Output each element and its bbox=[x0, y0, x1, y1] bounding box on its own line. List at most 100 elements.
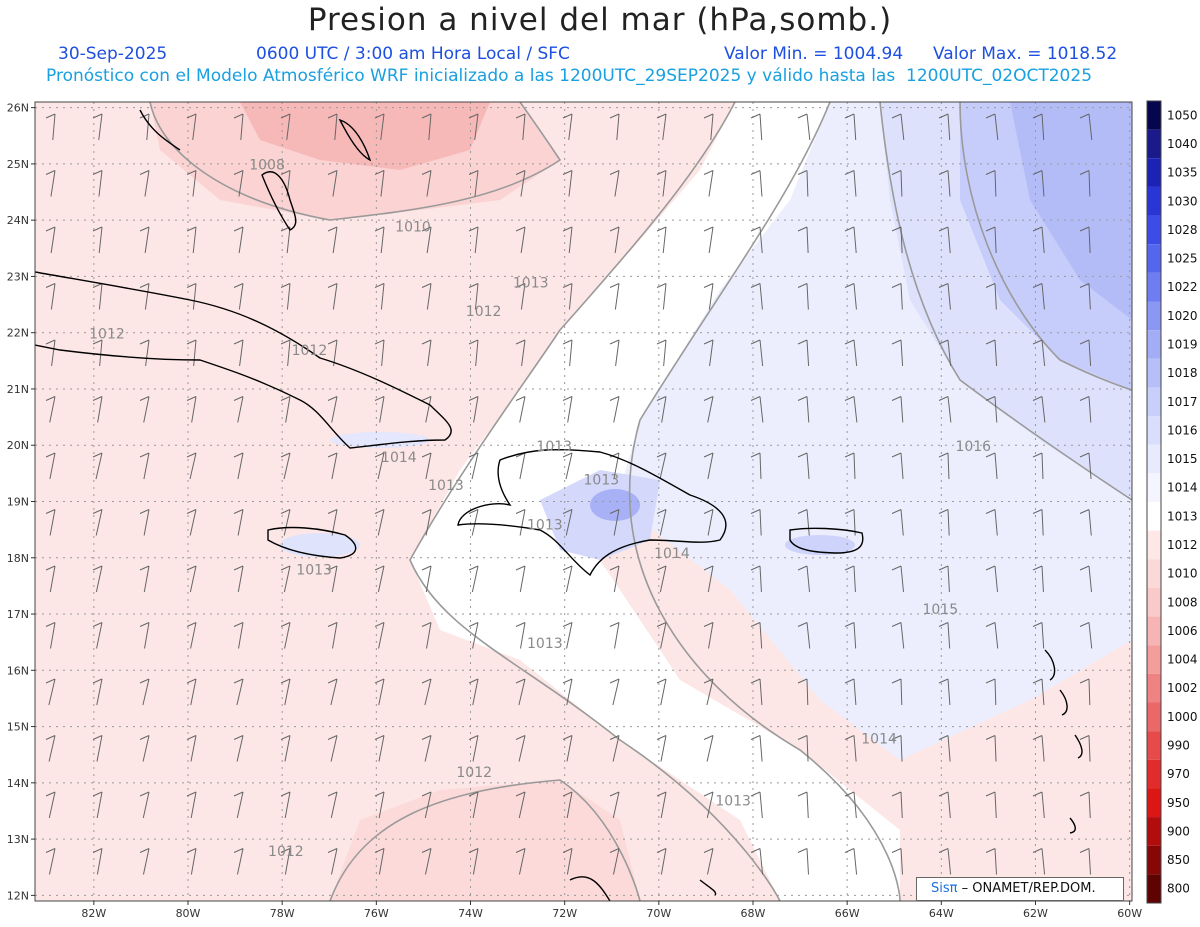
wind-barb bbox=[891, 452, 904, 480]
wind-barb bbox=[186, 339, 197, 367]
wind-barb bbox=[92, 565, 103, 593]
lon-label: 66W bbox=[835, 907, 860, 920]
bahamas-abaco bbox=[338, 118, 372, 162]
wind-barb bbox=[938, 678, 951, 706]
wind-barb bbox=[656, 791, 667, 819]
wind-barb bbox=[468, 791, 479, 819]
wind-barb bbox=[844, 283, 857, 310]
wind-barb bbox=[985, 622, 999, 649]
isobar-label: 1013 bbox=[527, 518, 563, 534]
wind-barb bbox=[562, 735, 573, 762]
wind-barb bbox=[1032, 735, 1045, 762]
wind-barb bbox=[656, 226, 667, 254]
wind-barb bbox=[703, 678, 714, 706]
wind-barb bbox=[985, 283, 997, 310]
wind-barb bbox=[45, 283, 56, 310]
wind-barb bbox=[750, 735, 763, 762]
wind-barb bbox=[703, 283, 714, 310]
hispaniola-coast bbox=[457, 448, 727, 577]
wind-barb bbox=[1079, 622, 1093, 649]
isobar-label: 1012 bbox=[268, 844, 304, 860]
colorbar-swatch bbox=[1147, 473, 1161, 502]
wind-barb bbox=[844, 339, 858, 367]
wind-barb bbox=[938, 509, 950, 536]
colorbar-swatch bbox=[1147, 358, 1161, 388]
wind-barb bbox=[233, 226, 244, 254]
wind-barb bbox=[1032, 170, 1045, 197]
wind-barb bbox=[985, 339, 998, 367]
wind-barb bbox=[186, 735, 197, 762]
wind-barb bbox=[233, 622, 244, 649]
colorbar-label: 1010 bbox=[1167, 567, 1198, 581]
colorbar-label: 1018 bbox=[1167, 366, 1198, 380]
wind-barb bbox=[985, 791, 997, 819]
wind-barb bbox=[468, 848, 479, 875]
wind-barb bbox=[374, 113, 385, 141]
wind-barb bbox=[468, 452, 479, 480]
isobar-label: 1012 bbox=[456, 765, 492, 781]
wind-barb bbox=[703, 170, 714, 197]
wind-barb bbox=[844, 678, 857, 706]
wind-barb bbox=[45, 735, 56, 762]
colorbar-swatch bbox=[1147, 530, 1161, 560]
wind-barb bbox=[844, 396, 858, 423]
isobar-label: 1013 bbox=[527, 636, 563, 652]
wind-barb bbox=[186, 791, 197, 819]
wind-barb bbox=[891, 565, 905, 593]
wind-barb bbox=[139, 339, 150, 367]
colorbar-swatch bbox=[1147, 129, 1161, 159]
wind-barb bbox=[938, 565, 950, 593]
wind-barb bbox=[750, 226, 763, 254]
wind-barb bbox=[985, 170, 997, 197]
credit-box: Sisπ – ONAMET/REP.DOM. bbox=[916, 877, 1124, 901]
colorbar-label: 800 bbox=[1167, 882, 1190, 896]
isobar-label: 1012 bbox=[466, 304, 502, 320]
wind-barb bbox=[1079, 396, 1092, 423]
wind-barb bbox=[1032, 283, 1045, 310]
wind-barb bbox=[750, 622, 763, 649]
wind-barb bbox=[656, 170, 667, 197]
colorbar-label: 1017 bbox=[1167, 395, 1198, 409]
wind-barb bbox=[609, 226, 620, 254]
wind-barb bbox=[139, 565, 150, 593]
wind-barb bbox=[139, 170, 150, 197]
colorbar-swatch bbox=[1147, 301, 1161, 331]
lon-label: 72W bbox=[552, 907, 577, 920]
wind-barb bbox=[985, 226, 997, 254]
colorbar-swatch bbox=[1147, 731, 1161, 760]
wind-barb bbox=[468, 622, 479, 649]
wind-barb bbox=[938, 622, 951, 649]
wind-barb bbox=[233, 113, 244, 141]
wind-barb bbox=[797, 452, 810, 480]
wind-barb bbox=[797, 339, 810, 367]
wind-barb bbox=[327, 113, 338, 141]
wind-barb bbox=[421, 452, 432, 480]
wind-barb bbox=[45, 339, 56, 367]
jamaica-high bbox=[280, 533, 360, 557]
wind-barb bbox=[844, 791, 857, 819]
lon-label: 60W bbox=[1117, 907, 1142, 920]
colorbar-label: 1020 bbox=[1167, 309, 1198, 323]
colorbar-swatch bbox=[1147, 101, 1161, 130]
wind-barb bbox=[797, 622, 811, 649]
colorbar-label: 1022 bbox=[1167, 280, 1198, 294]
wind-barb bbox=[797, 509, 810, 536]
wind-barb bbox=[515, 791, 526, 819]
wind-barb bbox=[1032, 113, 1045, 141]
lat-label: 25N bbox=[7, 158, 29, 171]
colorbar-label: 950 bbox=[1167, 796, 1190, 810]
wind-barb bbox=[844, 170, 857, 197]
wind-barb bbox=[233, 170, 244, 197]
map-title: Presion a nivel del mar (hPa,somb.) bbox=[307, 2, 893, 38]
lesser-antilles bbox=[1044, 649, 1083, 834]
lat-label: 23N bbox=[7, 270, 29, 283]
wind-barb bbox=[139, 396, 150, 423]
wind-barb bbox=[562, 226, 573, 254]
wind-barb bbox=[1079, 509, 1092, 536]
wind-barb bbox=[938, 791, 951, 819]
wind-barb bbox=[327, 622, 338, 649]
colorbar-swatch bbox=[1147, 559, 1161, 588]
wind-barb bbox=[280, 509, 291, 536]
wind-barb bbox=[750, 283, 763, 310]
colorbar-swatch bbox=[1147, 817, 1161, 846]
